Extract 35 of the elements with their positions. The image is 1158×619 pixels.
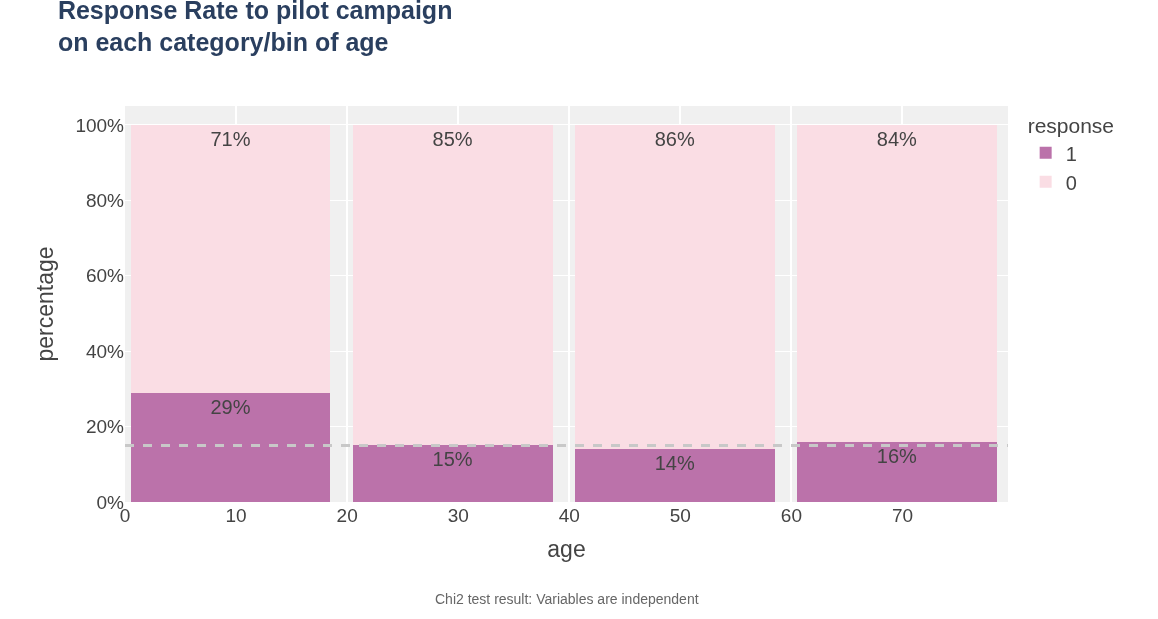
data-label: 14% xyxy=(654,452,695,475)
data-label: 71% xyxy=(210,127,251,150)
chart-title: Response Rate to pilot campaign on each category/bin of age xyxy=(57,0,453,57)
data-label: 15% xyxy=(432,448,473,471)
bar xyxy=(130,392,331,502)
y-tick-label: 60% xyxy=(85,265,125,287)
x-tick-label: 10 xyxy=(225,505,247,526)
data-label: 86% xyxy=(654,127,695,150)
data-label: 84% xyxy=(876,127,918,150)
x-tick-label: 30 xyxy=(447,505,469,526)
legend-label: 0 xyxy=(1065,171,1077,194)
x-tick-label: 50 xyxy=(669,505,691,526)
x-tick-label: 40 xyxy=(558,505,580,526)
data-label: 29% xyxy=(210,395,251,418)
legend-label: 1 xyxy=(1065,142,1077,165)
bar xyxy=(574,124,775,450)
data-label: 85% xyxy=(432,127,473,150)
x-tick-label: 20 xyxy=(336,505,358,526)
data-label: 16% xyxy=(876,444,918,467)
y-tick-label: 40% xyxy=(85,340,125,362)
y-tick-label: 20% xyxy=(85,416,125,438)
x-tick-label: 60 xyxy=(780,505,802,526)
x-tick-label: 70 xyxy=(891,505,914,526)
bar xyxy=(352,124,553,446)
legend-title: response xyxy=(1027,114,1115,138)
text: Chi2 test result: Variables are independent xyxy=(435,591,699,607)
bar xyxy=(574,449,775,502)
y-tick-label: 80% xyxy=(85,189,125,211)
bar xyxy=(796,124,997,442)
bar xyxy=(352,445,553,502)
bar xyxy=(130,124,331,393)
y-tick-label: 100% xyxy=(75,114,125,136)
y-axis-title: percentage xyxy=(31,246,58,362)
bar xyxy=(796,441,997,502)
x-axis-title: age xyxy=(547,535,586,562)
